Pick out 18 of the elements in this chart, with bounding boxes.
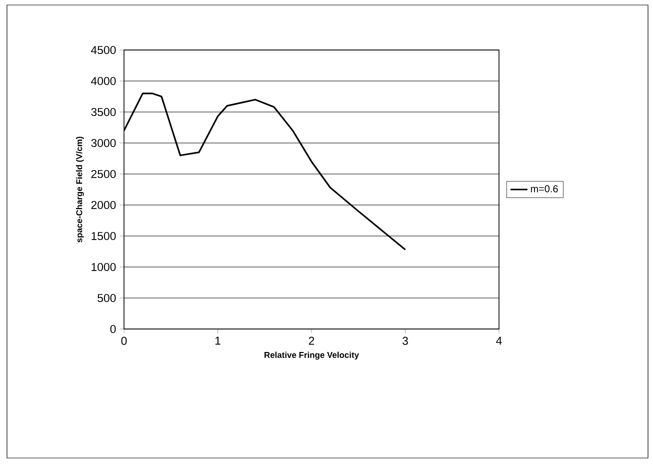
y-tick-label: 3000 (91, 138, 116, 148)
y-tick-label: 1500 (92, 232, 116, 240)
y-tick-label: 2500 (91, 170, 116, 178)
y-tick-label: 3500 (91, 108, 116, 116)
y-axis-title: space-Charge Field (V/cm) (76, 136, 84, 242)
y-tick-label: 500 (98, 294, 116, 302)
x-tick-label: 2 (308, 336, 314, 345)
x-tick-label: 1 (215, 336, 220, 345)
y-tick-label: 4500 (91, 46, 116, 54)
y-tick-label: 0 (110, 324, 116, 334)
y-tick-label: 1000 (92, 262, 116, 272)
legend-label: m=0.6 (530, 185, 558, 192)
y-tick-label: 2000 (91, 200, 116, 210)
x-tick-label: 3 (402, 336, 408, 345)
x-tick-label: 0 (121, 336, 127, 345)
x-axis-title: Relative Fringe Velocity (264, 352, 359, 360)
y-tick-label: 4000 (91, 76, 116, 86)
x-tick-label: 4 (496, 336, 502, 345)
